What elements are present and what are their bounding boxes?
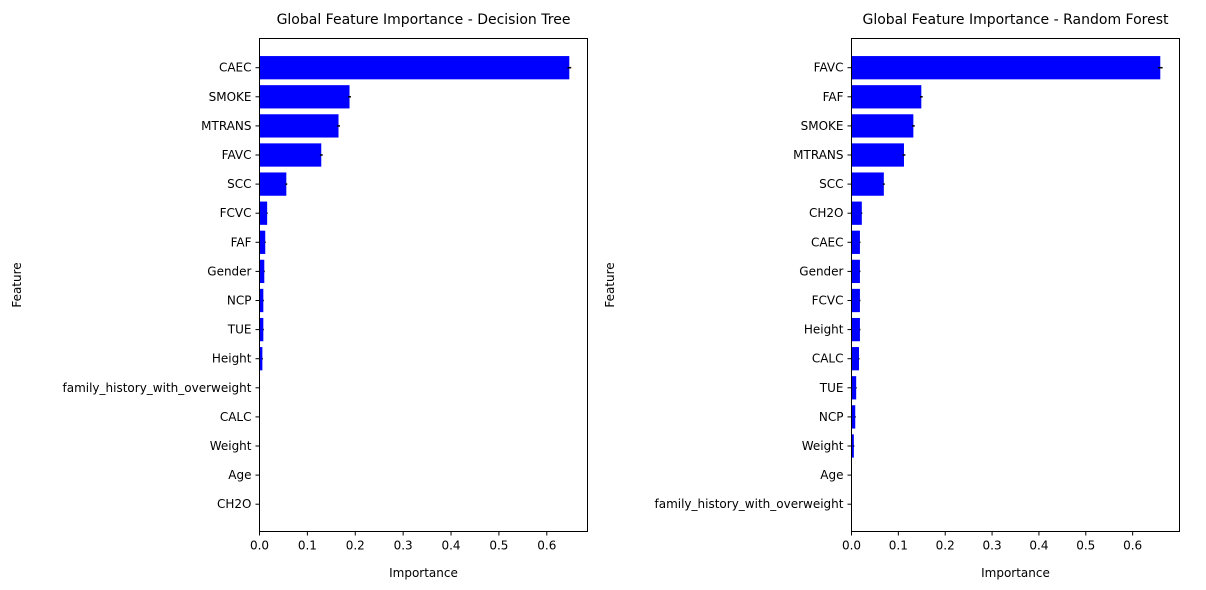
x-tick-label: 0.2 (346, 539, 365, 553)
x-axis-label: Importance (389, 566, 458, 580)
y-tick-label: FAF (231, 235, 252, 249)
y-tick-label: Age (820, 468, 843, 482)
bar-FAF (259, 230, 266, 254)
bar-FAVC (259, 143, 322, 167)
error-bars (261, 66, 572, 360)
x-axis-label: Importance (981, 566, 1050, 580)
x-tick-label: 0.6 (537, 539, 556, 553)
bar-MTRANS (259, 114, 339, 138)
y-tick-label: Age (228, 468, 251, 482)
x-tick-label: 0.1 (298, 539, 317, 553)
x-tick-label: 0.2 (936, 539, 955, 553)
bar-FCVC (851, 288, 860, 313)
y-tick-label: Height (212, 352, 252, 366)
random-forest-chart: Global Feature Importance - Random Fores… (603, 12, 1180, 580)
x-tick-label: 0.4 (1029, 539, 1048, 553)
bars (851, 56, 1161, 487)
bar-SCC (851, 172, 884, 196)
y-tick-label: FAVC (222, 148, 252, 162)
y-tick-label: CALC (812, 352, 844, 366)
y-tick-label: CALC (220, 410, 252, 424)
y-tick-label: Weight (210, 439, 252, 453)
y-tick-label: FAF (823, 90, 844, 104)
bar-FAVC (851, 56, 1161, 80)
y-tick-label: Gender (207, 264, 251, 278)
bar-SMOKE (259, 85, 350, 109)
y-tick-label: CAEC (811, 235, 844, 249)
plot-frame (851, 38, 1180, 532)
y-tick-label: CAEC (219, 61, 252, 75)
x-tick-label: 0.6 (1123, 539, 1142, 553)
y-ticks: CAEC SMOKE MTRANS FAVC SCC FCVC FAF Gender NCP TU… (63, 61, 260, 511)
y-tick-label: SCC (819, 177, 843, 191)
bar-NCP (259, 288, 264, 313)
bar-CAEC (259, 56, 570, 80)
y-tick-label: SMOKE (801, 119, 844, 133)
x-tick-label: 0.0 (842, 539, 861, 553)
bars (259, 56, 570, 371)
bar-TUE (259, 317, 264, 342)
bar-MTRANS (851, 143, 904, 167)
y-tick-label: NCP (819, 410, 844, 424)
bar-SMOKE (851, 114, 914, 138)
y-tick-label: MTRANS (793, 148, 843, 162)
bar-NCP (851, 405, 856, 429)
x-tick-label: 0.3 (983, 539, 1002, 553)
plot-frame (259, 38, 588, 532)
bar-Gender (259, 259, 265, 284)
bar-Gender (851, 259, 860, 284)
x-ticks: 0.0 0.1 0.2 0.3 0.4 0.5 0.6 (842, 531, 1142, 553)
y-tick-label: family_history_with_overweight (63, 381, 252, 395)
y-tick-label: TUE (227, 323, 252, 337)
bar-Weight (851, 434, 854, 458)
x-tick-label: 0.4 (441, 539, 460, 553)
y-tick-label: SCC (227, 177, 251, 191)
x-tick-label: 0.5 (1076, 539, 1095, 553)
y-tick-label: CH2O (809, 206, 843, 220)
y-tick-label: CH2O (217, 497, 251, 511)
bar-FAF (851, 85, 922, 109)
x-tick-label: 0.1 (889, 539, 908, 553)
x-ticks: 0.0 0.1 0.2 0.3 0.4 0.5 0.6 (250, 531, 556, 553)
x-tick-label: 0.0 (250, 539, 269, 553)
y-tick-label: SMOKE (209, 90, 252, 104)
y-tick-label: Gender (799, 264, 843, 278)
y-tick-label: Weight (802, 439, 844, 453)
error-bars (853, 66, 1163, 447)
y-tick-label: family_history_with_overweight (655, 497, 844, 511)
y-tick-label: NCP (227, 294, 252, 308)
y-ticks: FAVC FAF SMOKE MTRANS SCC CH2O CAEC Gender FCVC H… (655, 61, 852, 511)
y-axis-label: Feature (10, 262, 24, 307)
decision-tree-chart: Global Feature Importance - Decision Tre… (10, 12, 588, 580)
bar-CH2O (851, 201, 862, 225)
bar-CAEC (851, 230, 860, 254)
y-tick-label: TUE (819, 381, 844, 395)
chart-title: Global Feature Importance - Decision Tre… (277, 12, 571, 28)
y-tick-label: FAVC (814, 61, 844, 75)
y-tick-label: MTRANS (201, 119, 251, 133)
bar-TUE (851, 376, 857, 400)
chart-title: Global Feature Importance - Random Fores… (862, 12, 1169, 28)
bar-Height (851, 317, 860, 342)
y-tick-label: FCVC (220, 206, 252, 220)
y-tick-label: Height (804, 323, 844, 337)
x-tick-label: 0.5 (489, 539, 508, 553)
x-tick-label: 0.3 (394, 539, 413, 553)
bar-Height (259, 347, 263, 371)
y-tick-label: FCVC (812, 294, 844, 308)
bar-SCC (259, 172, 287, 196)
y-axis-label: Feature (603, 262, 617, 307)
bar-CALC (851, 347, 859, 371)
bar-FCVC (259, 201, 268, 225)
